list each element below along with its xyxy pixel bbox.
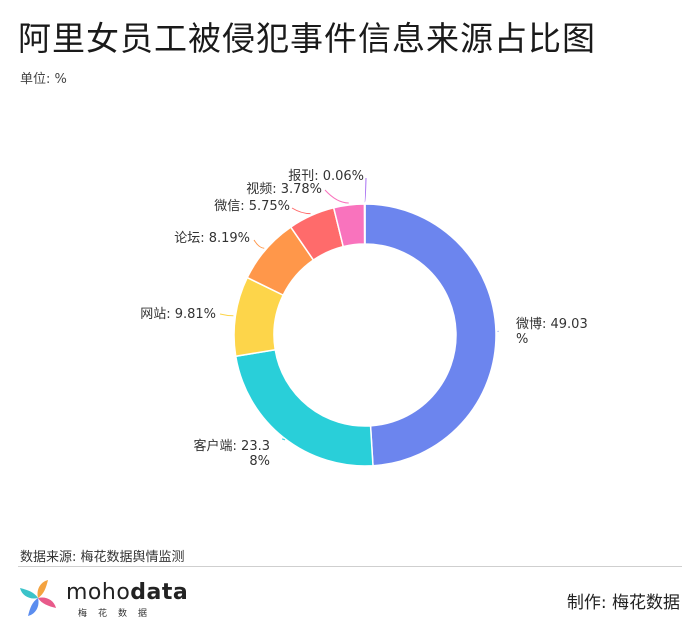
leader-line <box>291 207 311 215</box>
donut-slice <box>364 203 497 467</box>
logo-word-bold: data <box>130 580 189 605</box>
slice-label: 论坛: 8.19% <box>174 231 250 246</box>
mohodata-logo: mohodata 梅花数据 <box>18 576 218 620</box>
logo-word-light: moho <box>66 580 131 605</box>
leader-line <box>253 239 265 249</box>
slice-label: 网站: 9.81% <box>140 307 216 322</box>
pinwheel-petal <box>20 588 38 599</box>
pinwheel-petal <box>38 597 56 608</box>
slice-label: 视频: 3.78% <box>246 182 322 197</box>
donut-chart: 微博: 49.03 % 客户端: 23.3 8% 网站: 9.81% 论坛: 8.19% 微… <box>140 169 588 469</box>
unit-label: 单位: % <box>20 72 67 87</box>
pinwheel-petal <box>28 598 39 616</box>
data-source: 数据来源: 梅花数据舆情监测 <box>20 550 185 565</box>
maker-credit: 制作: 梅花数据 <box>566 593 680 613</box>
footer-divider <box>18 566 682 567</box>
slice-label: 微博: 49.03% <box>516 317 588 347</box>
leader-line <box>364 177 367 203</box>
pinwheel-icon <box>20 580 56 616</box>
leader-line <box>282 438 286 441</box>
slice-label: 微信: 5.75% <box>214 199 290 214</box>
slice-label: 报刊: 0.06% <box>288 169 364 184</box>
pinwheel-petal <box>37 580 48 598</box>
leader-line <box>219 313 234 317</box>
logo-subtitle: 梅花数据 <box>78 609 159 619</box>
chart-title: 阿里女员工被侵犯事件信息来源占比图 <box>18 19 596 58</box>
logo-wordmark: mohodata <box>66 580 188 605</box>
leader-line <box>324 189 349 204</box>
slice-label: 客户端: 23.3 8% <box>194 438 270 469</box>
